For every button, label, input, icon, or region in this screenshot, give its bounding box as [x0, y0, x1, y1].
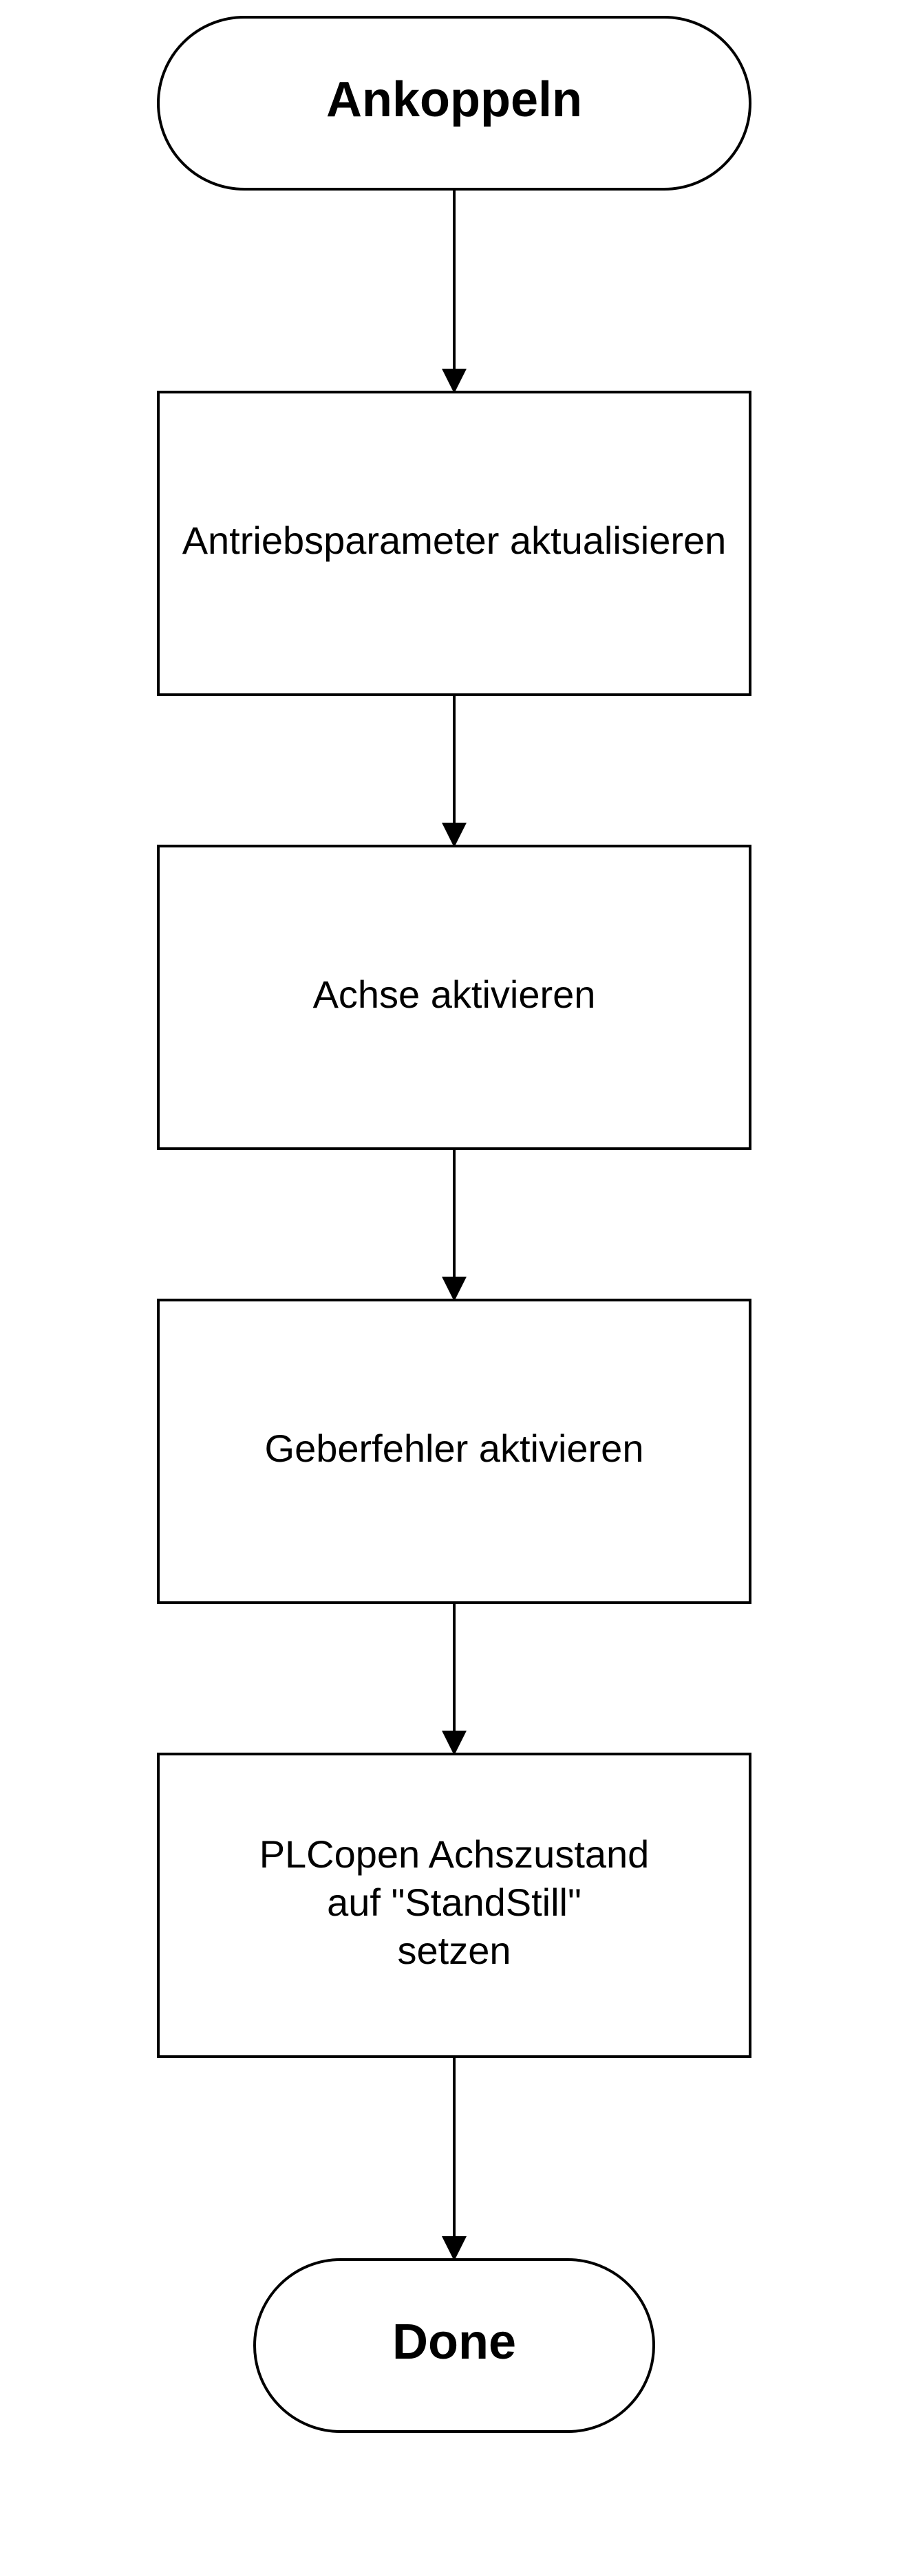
node-start: Ankoppeln	[158, 17, 750, 189]
node-p1: Antriebsparameter aktualisieren	[158, 392, 750, 695]
node-p4-label-line-2: setzen	[398, 1929, 511, 1972]
node-p4-label-line-1: auf "StandStill"	[327, 1881, 581, 1924]
node-p2: Achse aktivieren	[158, 846, 750, 1149]
node-start-label: Ankoppeln	[326, 72, 582, 127]
node-end: Done	[255, 2260, 654, 2432]
node-p1-label-line-0: Antriebsparameter aktualisieren	[182, 519, 727, 562]
node-p3: Geberfehler aktivieren	[158, 1300, 750, 1603]
node-p4-label-line-0: PLCopen Achszustand	[259, 1832, 650, 1876]
flowchart-canvas: Ankoppeln Antriebsparameter aktualisieren…	[0, 0, 907, 2576]
node-end-label: Done	[392, 2315, 516, 2370]
node-p3-label-line-0: Geberfehler aktivieren	[265, 1427, 644, 1470]
node-p4: PLCopen Achszustand auf "StandStill" setze…	[158, 1754, 750, 2057]
node-p2-label-line-0: Achse aktivieren	[313, 973, 596, 1016]
